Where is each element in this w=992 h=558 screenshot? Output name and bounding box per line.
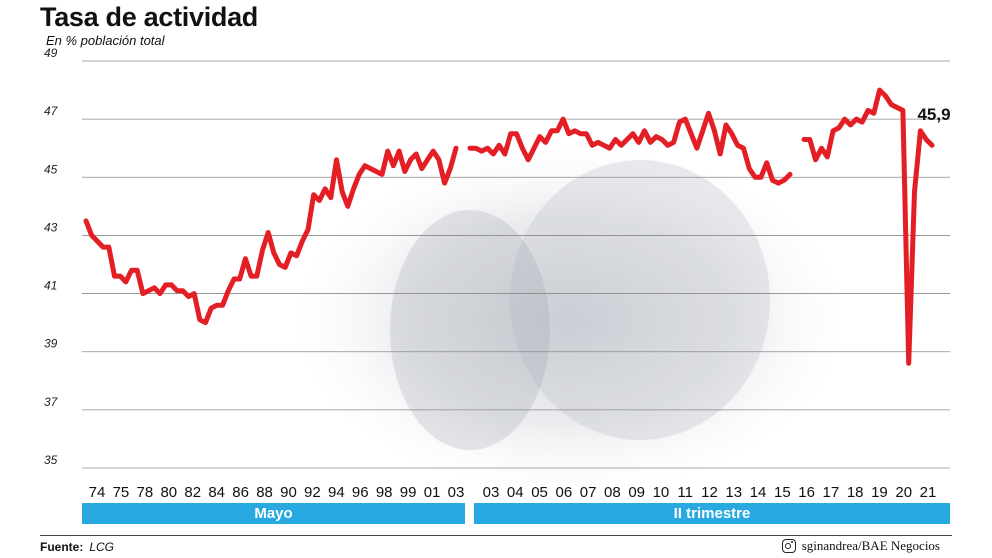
x-tick-label: 90 [280,484,297,500]
series-line [467,110,793,186]
x-tick-label: 75 [113,484,130,500]
y-tick-label: 39 [44,337,58,351]
x-tick-label: 21 [920,484,937,500]
instagram-icon [781,539,796,553]
x-tick-label: 94 [328,484,345,500]
x-tick-label: 03 [448,484,465,500]
y-tick-label: 49 [44,46,58,60]
chart-title: Tasa de actividad [40,2,258,32]
band-ii-trimestre: II trimestre [474,503,950,524]
x-tick-label: 18 [847,484,864,500]
source-label: Fuente: [40,540,84,554]
y-tick-label: 41 [44,279,57,293]
x-tick-label: 74 [89,484,106,500]
y-tick-label: 47 [44,104,59,118]
band-mayo: Mayo [82,503,465,524]
x-tick-label: 15 [774,484,791,500]
x-tick-label: 80 [160,484,177,500]
x-tick-label: 20 [895,484,912,500]
x-tick-label: 17 [823,484,840,500]
data-label-last: 45,9 [917,105,950,124]
source-value: LCG [89,540,115,554]
x-tick-label: 10 [653,484,670,500]
series-line [83,145,459,326]
x-tick-label: 16 [798,484,815,500]
x-tick-label: 99 [400,484,417,500]
x-tick-label: 03 [483,484,500,500]
x-tick-label: 05 [531,484,548,500]
x-tick-label: 01 [424,484,441,500]
x-tick-label: 07 [580,484,597,500]
source-note: Fuente: LCG [40,540,114,554]
x-tick-label: 11 [677,484,693,500]
x-tick-label: 78 [137,484,154,500]
y-tick-label: 35 [44,453,58,467]
x-tick-label: 09 [628,484,645,500]
x-tick-label: 98 [376,484,393,500]
x-tick-label: 96 [352,484,369,500]
x-tick-label: 84 [208,484,225,500]
x-tick-label: 13 [725,484,742,500]
y-tick-label: 45 [44,162,58,176]
series-line [801,87,935,366]
x-tick-label: 92 [304,484,321,500]
x-tick-label: 19 [871,484,888,500]
y-tick-label: 37 [44,395,59,409]
x-tick-label: 14 [750,484,767,500]
x-tick-label: 82 [184,484,201,500]
x-tick-label: 86 [232,484,249,500]
line-chart: 35 37 39 41 43 45 47 49 74 75 78 80 82 84 86 88 90 92 94 9… [44,46,951,500]
x-tick-label: 08 [604,484,621,500]
credit-text: sginandrea/BAE Negocios [801,538,940,553]
chart-subtitle: En % población total [46,33,165,48]
footer-rule [40,535,952,536]
y-tick-label: 43 [44,220,58,234]
x-tick-label: 06 [555,484,572,500]
background-photo [300,150,840,490]
credit: sginandrea/BAE Negocios [781,538,940,554]
x-tick-label: 88 [256,484,273,500]
x-tick-label: 12 [701,484,718,500]
x-tick-label: 04 [507,484,524,500]
